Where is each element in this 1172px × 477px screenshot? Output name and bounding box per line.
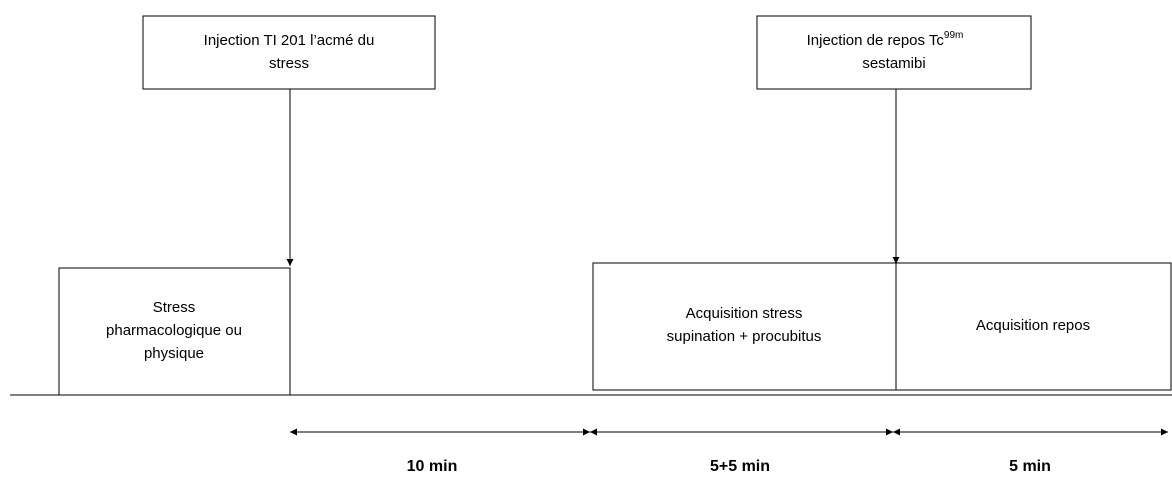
injection-box xyxy=(756,15,1032,90)
phase-label: physique xyxy=(144,345,204,362)
phase-box xyxy=(895,262,1172,391)
phase-label: Acquisition stress xyxy=(686,305,803,322)
phase-box xyxy=(58,267,291,396)
superscript: 99m xyxy=(944,30,963,41)
phase-label: Stress xyxy=(153,299,196,316)
injection-label: stress xyxy=(269,55,309,72)
phase-box xyxy=(592,262,897,391)
injection-label: Injection de repos Tc99m xyxy=(807,30,964,49)
duration-label: 10 min xyxy=(407,458,458,475)
injection-label: sestamibi xyxy=(862,55,925,72)
duration-label: 5 min xyxy=(1009,458,1051,475)
phase-label: pharmacologique ou xyxy=(106,322,242,339)
phase-label: supination + procubitus xyxy=(667,328,822,345)
injection-label: Injection de repos Tc xyxy=(807,32,945,49)
phase-label: Acquisition repos xyxy=(976,317,1090,334)
duration-label: 5+5 min xyxy=(710,458,770,475)
injection-label: Injection TI 201 l’acmé du xyxy=(204,32,375,49)
injection-box xyxy=(142,15,436,90)
